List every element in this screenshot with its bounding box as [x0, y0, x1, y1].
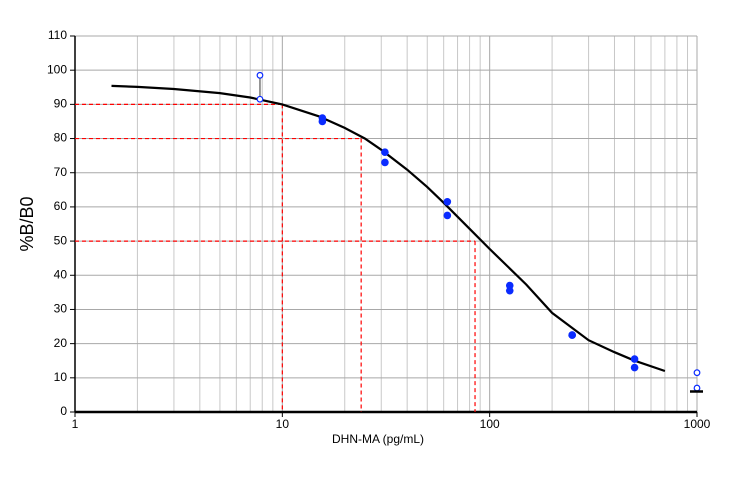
y-tick-label: 60 [54, 199, 68, 213]
y-tick-label: 10 [54, 370, 68, 384]
y-tick-label: 50 [54, 233, 68, 247]
data-point [381, 148, 389, 157]
data-point [505, 286, 514, 295]
x-tick-label: 100 [480, 417, 500, 431]
y-tick-label: 0 [60, 404, 67, 418]
y-axis-label: %B/B0 [17, 196, 37, 251]
data-point [630, 363, 639, 372]
y-tick-label: 30 [54, 302, 68, 316]
y-tick-label: 100 [47, 62, 67, 76]
outlier-point [256, 95, 264, 103]
x-tick-label: 1 [72, 417, 79, 431]
data-point [443, 197, 452, 206]
data-point [630, 355, 639, 363]
x-axis-label: DHN-MA (pg/mL) [332, 432, 424, 446]
outlier-point [693, 369, 701, 377]
outlier-point [693, 384, 701, 392]
y-tick-label: 80 [54, 131, 68, 145]
data-point [381, 158, 389, 167]
y-tick-label: 70 [54, 165, 68, 179]
data-point [443, 211, 452, 220]
y-tick-label: 20 [54, 336, 68, 350]
x-tick-label: 1000 [684, 417, 711, 431]
x-tick-label: 10 [276, 417, 290, 431]
data-point [568, 331, 576, 339]
data-point [318, 117, 327, 126]
y-tick-label: 110 [48, 28, 67, 42]
y-tick-label: 40 [54, 267, 68, 281]
fit-curve [111, 84, 666, 373]
outlier-point [256, 71, 264, 79]
y-tick-label: 90 [54, 97, 68, 111]
